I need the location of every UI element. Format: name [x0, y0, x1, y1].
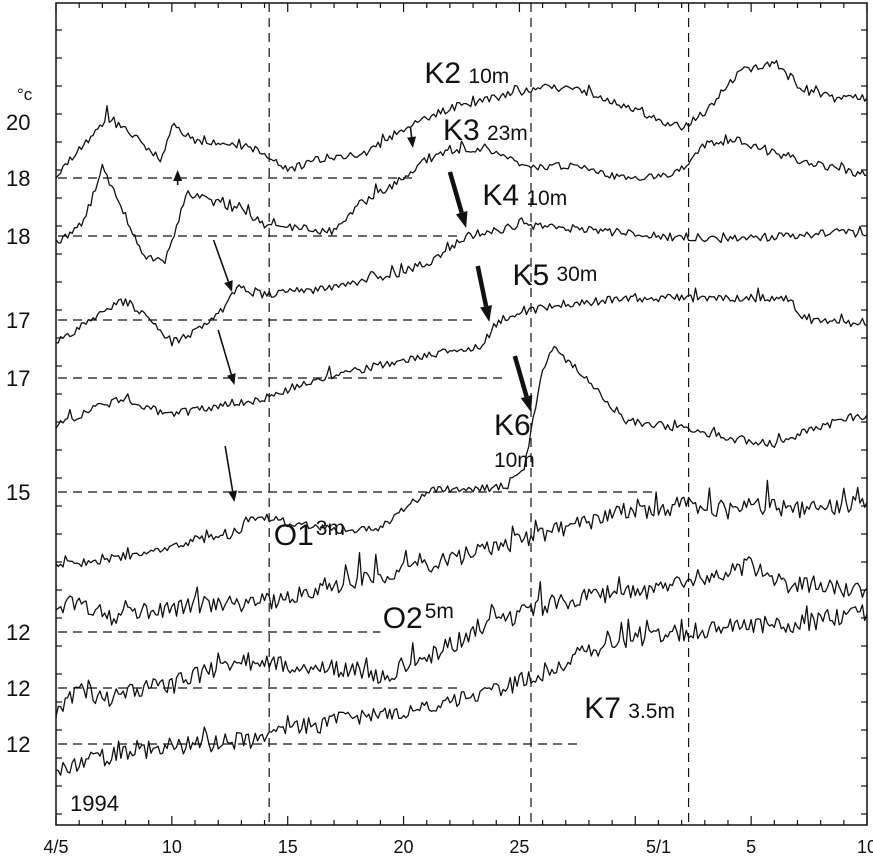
arrow-head: [224, 280, 233, 292]
event-arrow: [212, 239, 233, 292]
arrow-head: [173, 170, 183, 181]
series-label-o2: O2: [383, 602, 423, 635]
event-arrow: [512, 355, 533, 412]
trace-k3: [55, 134, 868, 265]
series-label-k6: K6: [494, 409, 531, 442]
trace-o2: [55, 556, 868, 717]
arrow-shaft: [447, 171, 464, 214]
y-level-label: 12: [6, 676, 30, 701]
y-level-label: 18: [6, 224, 30, 249]
x-tick-label: 25: [509, 837, 529, 857]
temperature-traces: [55, 59, 868, 776]
event-arrow: [217, 329, 236, 385]
arrow-shaft: [217, 329, 233, 375]
y-level-label: 20: [6, 110, 30, 135]
trace-k7: [55, 604, 868, 776]
year-label: 1994: [70, 791, 119, 816]
y-level-labels: 20 18 18 17 17 15 12 12 12: [6, 110, 30, 757]
series-depth-o1: 3m: [316, 517, 345, 540]
reference-level-lines: [58, 177, 654, 745]
arrow-shaft: [212, 239, 230, 282]
series-labels: K2 10m K3 23m K4 10m K5 30m K6 10m O1 3m O2 5m K7 3.5m: [274, 57, 675, 725]
arrow-shaft: [512, 355, 529, 398]
event-arrow: [475, 265, 492, 322]
y-level-label: 17: [6, 308, 30, 333]
x-tick-label: 20: [394, 837, 414, 857]
series-depth-k6: 10m: [494, 449, 535, 472]
trace-k5: [55, 287, 868, 429]
trace-o1: [55, 479, 868, 626]
arrow-head: [226, 373, 236, 385]
arrow-head: [228, 490, 238, 502]
y-level-label: 15: [6, 480, 30, 505]
arrow-head: [480, 305, 492, 322]
series-depth-o2: 5m: [425, 600, 454, 623]
x-tick-label: 15: [278, 837, 298, 857]
series-label-k4: K4: [482, 179, 519, 212]
unit-label: °c: [17, 85, 33, 104]
arrow-head: [455, 210, 468, 228]
x-tick-label: 10: [857, 837, 873, 857]
arrow-shaft: [475, 265, 489, 307]
x-tick-label: 4/5: [43, 837, 68, 857]
event-arrow: [407, 127, 417, 148]
series-depth-k2: 10m: [468, 65, 509, 88]
series-label-k5: K5: [512, 259, 549, 292]
trace-k4: [56, 217, 868, 347]
y-level-label: 12: [6, 620, 30, 645]
arrow-head: [407, 136, 417, 148]
arrow-head: [520, 394, 533, 412]
series-depth-k5: 30m: [556, 263, 597, 286]
trace-k2: [55, 59, 868, 179]
y-level-label: 17: [6, 366, 30, 391]
event-arrow: [224, 445, 238, 502]
series-depth-k3: 23m: [487, 122, 528, 145]
event-arrows: [173, 127, 533, 502]
arrow-shaft: [224, 445, 234, 492]
event-arrow: [173, 170, 183, 185]
series-depth-k4: 10m: [526, 187, 567, 210]
trace-k6: [55, 345, 868, 568]
series-label-k7: K7: [584, 692, 621, 725]
y-level-label: 12: [6, 732, 30, 757]
x-tick-label: 5/1: [646, 837, 671, 857]
x-tick-label: 5: [746, 837, 756, 857]
plot-frame: [55, 2, 868, 826]
event-arrow: [447, 171, 468, 228]
arrow-shaft: [409, 127, 413, 138]
x-tick-labels: 4/5 10 15 20 25 5/1 5 10: [43, 837, 873, 857]
series-label-k2: K2: [424, 57, 461, 90]
x-tick-label: 10: [162, 837, 182, 857]
series-label-k3: K3: [443, 114, 480, 147]
frame-ticks: [55, 3, 868, 825]
vertical-marker-lines: [268, 3, 690, 825]
y-level-label: 18: [6, 166, 30, 191]
series-label-o1: O1: [274, 519, 314, 552]
series-depth-k7: 3.5m: [628, 700, 675, 723]
